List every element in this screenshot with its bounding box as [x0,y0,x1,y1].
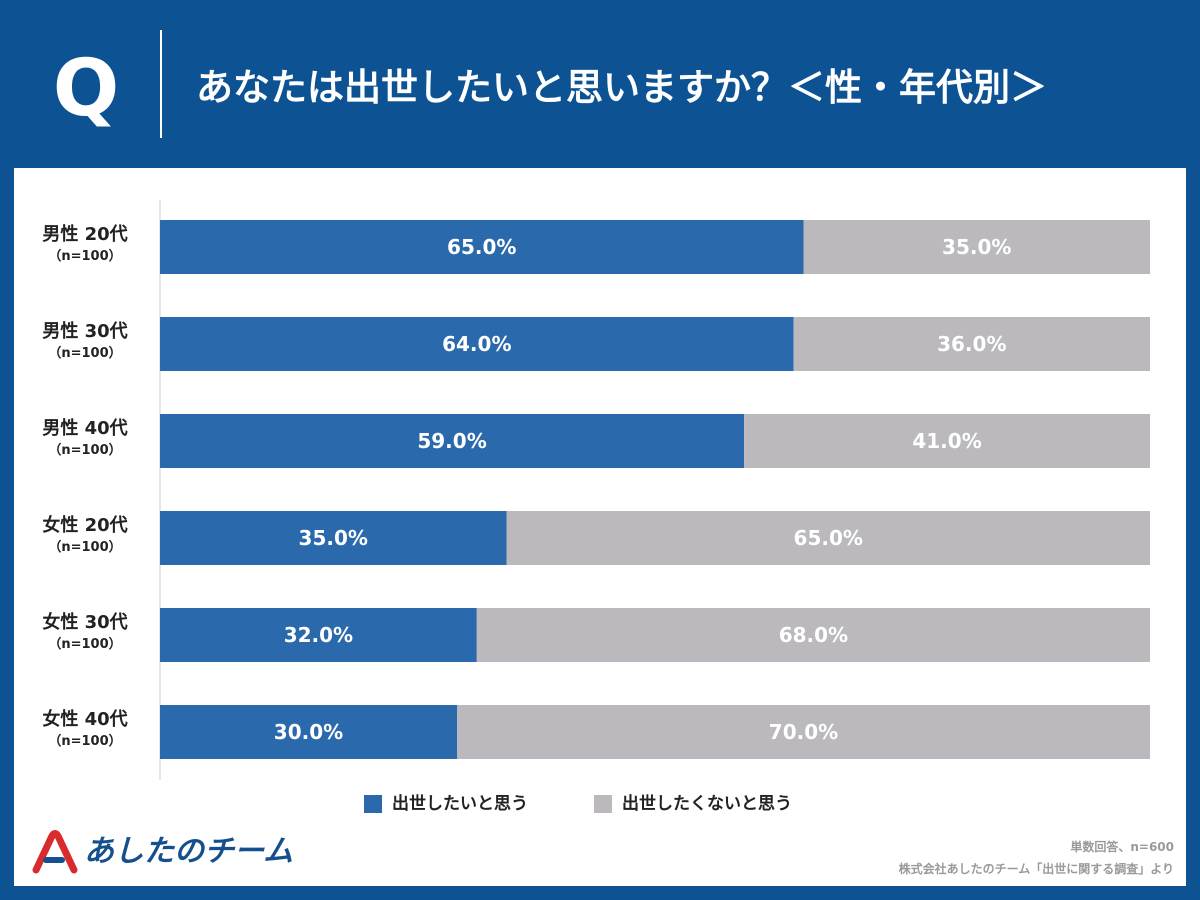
bar-want [160,220,804,274]
data-label-want: 30.0% [274,720,343,744]
category-sample-size: （n=100） [48,346,122,361]
legend-label-want: 出世したいと思う [392,794,528,814]
header-divider [160,30,162,138]
data-label-not-want: 65.0% [794,526,863,550]
category-sample-size: （n=100） [48,443,122,458]
logo-mark-icon [32,830,78,874]
category-name: 女性 40代 [42,709,128,730]
legend: 出世したいと思う 出世したくないと思う [14,788,1186,818]
category-label: 女性 20代 （n=100） [24,514,146,558]
question-mark-q: Q [52,44,120,134]
data-label-not-want: 68.0% [779,623,848,647]
category-sample-size: （n=100） [48,540,122,555]
page-title: あなたは出世したいと思いますか？＜性・年代別＞ [196,66,1047,109]
category-sample-size: （n=100） [48,249,122,264]
note-sample: 単数回答、n=600 [1070,840,1174,854]
bar-want [160,608,477,662]
bar-want [160,705,457,759]
category-sample-size: （n=100） [48,734,122,749]
category-label: 男性 30代 （n=100） [24,320,146,364]
category-label: 女性 30代 （n=100） [24,611,146,655]
category-label: 男性 20代 （n=100） [24,223,146,267]
category-label: 女性 40代 （n=100） [24,708,146,752]
bar-not-want [793,317,1150,371]
bar-not-want [744,414,1150,468]
bar-not-want [457,705,1150,759]
company-logo: あしたのチーム [32,830,332,876]
data-label-want: 64.0% [442,332,511,356]
legend-swatch-want [364,795,382,813]
header: Q あなたは出世したいと思いますか？＜性・年代別＞ [0,0,1200,168]
category-name: 女性 30代 [42,612,128,633]
legend-label-not-want: 出世したくないと思う [622,794,792,814]
logo-text: あしたのチーム [84,834,294,869]
stacked-bar-chart: 65.0% 35.0% 64.0% 36.0% 59.0% 41.0% 35.0% 65.0%… [159,200,1150,780]
bar-not-want [803,220,1150,274]
bar-not-want [506,511,1150,565]
bar-want [160,317,794,371]
category-name: 男性 20代 [42,224,128,245]
category-sample-size: （n=100） [48,637,122,652]
data-label-not-want: 41.0% [912,429,981,453]
data-label-not-want: 70.0% [769,720,838,744]
legend-swatch-not-want [594,795,612,813]
bar-not-want [476,608,1150,662]
data-label-want: 35.0% [299,526,368,550]
data-label-not-want: 35.0% [942,235,1011,259]
data-label-want: 59.0% [417,429,486,453]
category-name: 女性 20代 [42,515,128,536]
chart-panel: 男性 20代 （n=100） 男性 30代 （n=100） 男性 40代 （n=100）女… [14,168,1186,886]
category-name: 男性 40代 [42,418,128,439]
bar-want [160,511,507,565]
data-label-want: 32.0% [284,623,353,647]
data-label-not-want: 36.0% [937,332,1006,356]
category-name: 男性 30代 [42,321,128,342]
footnotes: 単数回答、n=600 株式会社あしたのチーム「出世に関する調査」より [899,836,1174,880]
note-source: 株式会社あしたのチーム「出世に関する調査」より [898,862,1174,876]
bar-want [160,414,745,468]
category-label: 男性 40代 （n=100） [24,417,146,461]
data-label-want: 65.0% [447,235,516,259]
